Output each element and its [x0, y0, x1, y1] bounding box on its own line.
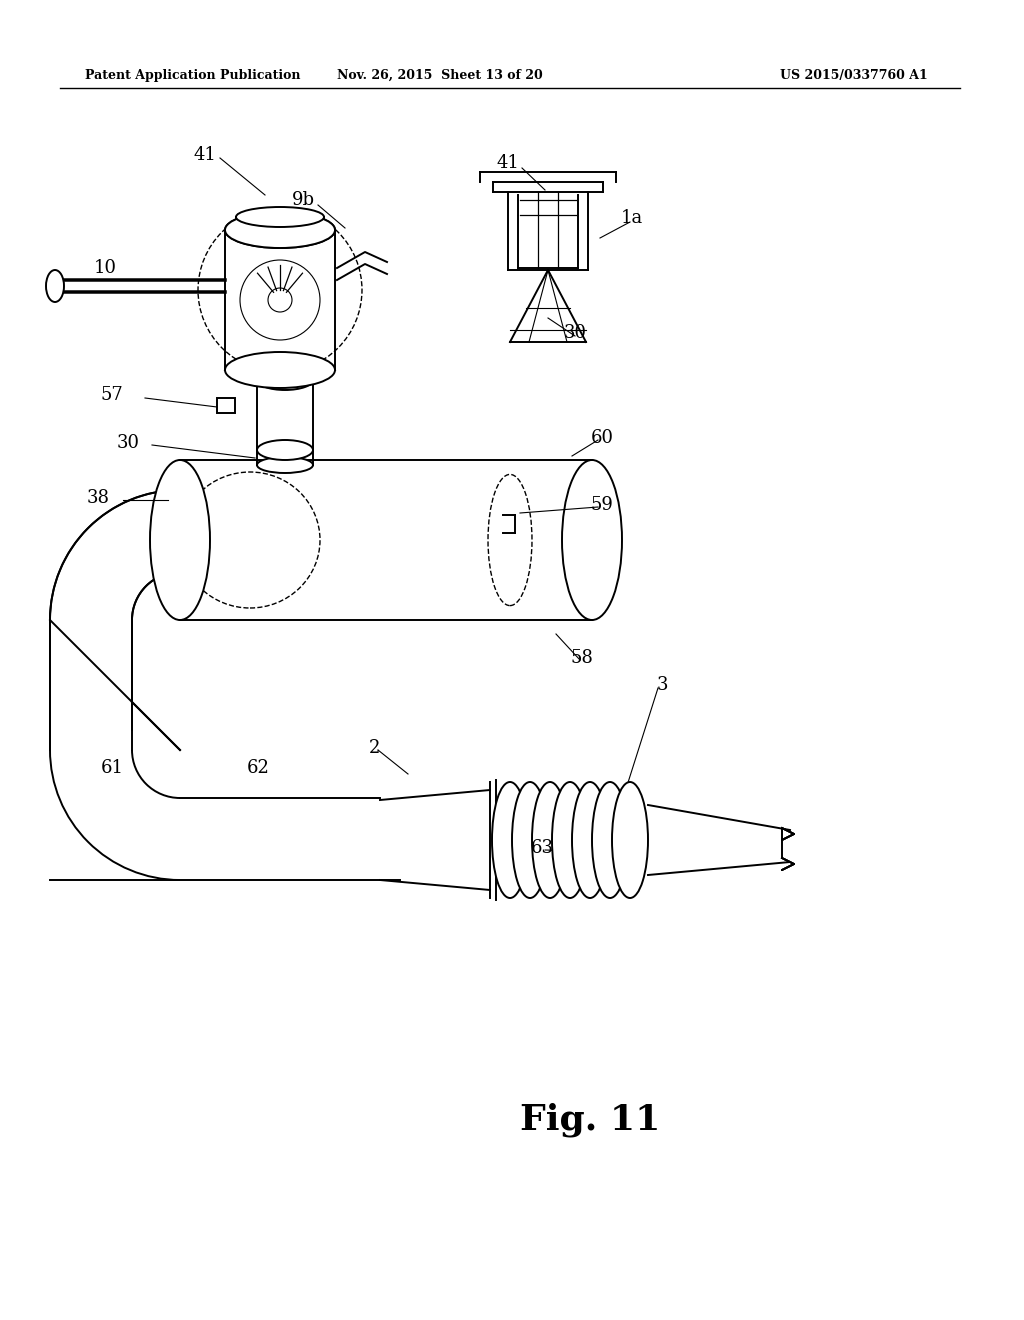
- Ellipse shape: [532, 781, 568, 898]
- Ellipse shape: [236, 207, 324, 227]
- Text: 41: 41: [194, 147, 216, 164]
- Ellipse shape: [492, 781, 528, 898]
- Text: 63: 63: [530, 840, 554, 857]
- Text: 3: 3: [656, 676, 668, 694]
- Text: 60: 60: [591, 429, 613, 447]
- Ellipse shape: [225, 352, 335, 388]
- Ellipse shape: [150, 459, 210, 620]
- Text: 38: 38: [86, 488, 110, 507]
- Ellipse shape: [225, 213, 335, 248]
- Text: Fig. 11: Fig. 11: [520, 1102, 660, 1138]
- Text: 30: 30: [117, 434, 139, 451]
- Text: 2: 2: [370, 739, 381, 756]
- Text: 62: 62: [247, 759, 269, 777]
- Ellipse shape: [562, 459, 622, 620]
- Text: 41: 41: [497, 154, 519, 172]
- Text: 30: 30: [563, 323, 587, 342]
- Ellipse shape: [572, 781, 608, 898]
- Text: US 2015/0337760 A1: US 2015/0337760 A1: [780, 69, 928, 82]
- Text: 1a: 1a: [621, 209, 643, 227]
- Text: Patent Application Publication: Patent Application Publication: [85, 69, 300, 82]
- Ellipse shape: [552, 781, 588, 898]
- Text: 9b: 9b: [292, 191, 314, 209]
- Text: 58: 58: [570, 649, 594, 667]
- Text: 59: 59: [591, 496, 613, 513]
- Ellipse shape: [592, 781, 628, 898]
- Ellipse shape: [257, 370, 313, 389]
- Ellipse shape: [612, 781, 648, 898]
- Text: 57: 57: [100, 385, 123, 404]
- Ellipse shape: [257, 440, 313, 459]
- Text: Nov. 26, 2015  Sheet 13 of 20: Nov. 26, 2015 Sheet 13 of 20: [337, 69, 543, 82]
- FancyBboxPatch shape: [217, 399, 234, 413]
- Ellipse shape: [46, 271, 63, 302]
- Ellipse shape: [225, 213, 335, 248]
- Text: 10: 10: [93, 259, 117, 277]
- Ellipse shape: [512, 781, 548, 898]
- Text: 61: 61: [100, 759, 124, 777]
- Ellipse shape: [257, 457, 313, 473]
- Ellipse shape: [257, 442, 313, 458]
